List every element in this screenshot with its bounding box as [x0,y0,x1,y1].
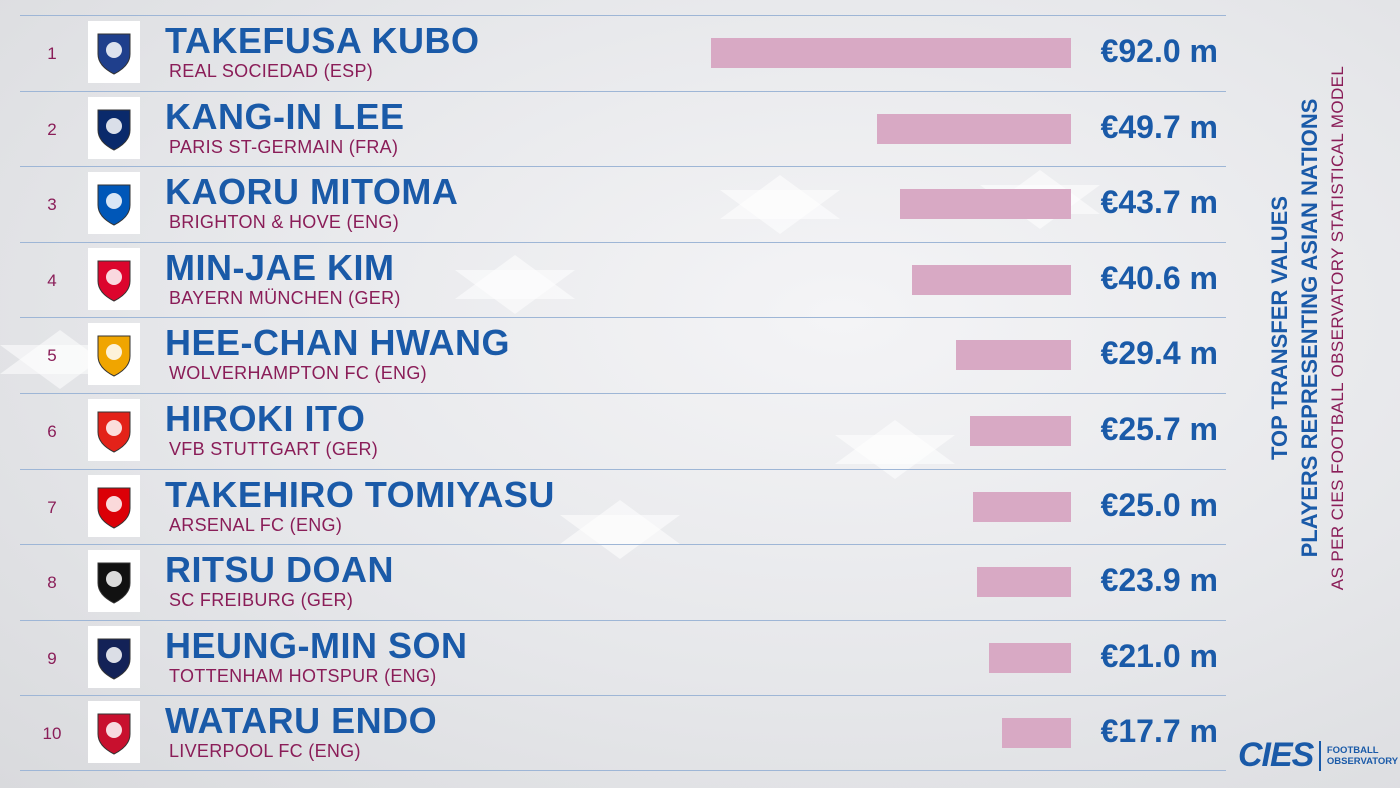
background-star-decoration [720,175,840,234]
transfer-value-label: €43.7 m [1100,184,1218,221]
rank-number: 6 [47,421,57,441]
table-row: 1 TAKEFUSA KUBO REAL SOCIEDAD (ESP) €92.0 m [20,15,1226,91]
title-line-1: TOP TRANSFER VALUES [1267,195,1292,461]
rank-number: 7 [47,497,57,517]
table-row: 6 HIROKI ITO VFB STUTTGART (GER) €25.7 m [20,392,1226,469]
tottenham-crest-icon [88,625,140,688]
transfer-value-label: €23.9 m [1100,562,1218,599]
transfer-value-label: €25.0 m [1100,486,1218,523]
club-name: BRIGHTON & HOVE (ENG) [169,212,399,233]
real-sociedad-crest-icon [88,21,140,83]
value-bar [973,491,1071,522]
club-name: SC FREIBURG (GER) [169,590,354,611]
value-bar [970,415,1071,446]
transfer-value-label: €29.4 m [1100,335,1218,372]
brand-line-2: OBSERVATORY [1326,755,1399,767]
table-row: 10 WATARU ENDO LIVERPOOL FC (ENG) €17.7 m [20,695,1226,771]
rank-number: 2 [47,119,57,139]
background-star-decoration [835,420,955,479]
player-name: TAKEHIRO TOMIYASU [165,473,555,515]
transfer-value-label: €25.7 m [1100,410,1218,447]
player-name: RITSU DOAN [165,549,394,591]
rank-number: 3 [47,195,57,215]
transfer-value-label: €17.7 m [1100,713,1218,750]
table-row: 5 HEE-CHAN HWANG WOLVERHAMPTON FC (ENG) €29… [20,317,1226,393]
rank-number: 4 [47,270,57,290]
player-name: HEE-CHAN HWANG [165,322,510,364]
subtitle: AS PER CIES FOOTBALL OBSERVATORY STATIST… [1328,65,1347,591]
freiburg-crest-icon [88,550,140,613]
rank-number: 5 [47,346,57,366]
value-bar [1001,718,1071,749]
player-name: HIROKI ITO [165,397,366,439]
brand-name: CIES [1238,736,1314,774]
brand-divider [1319,740,1321,771]
rank-number: 9 [47,648,57,668]
transfer-value-label: €21.0 m [1100,637,1218,674]
club-name: LIVERPOOL FC (ENG) [169,741,361,762]
value-bar [900,189,1071,220]
background-star-decoration [560,500,680,559]
brand-tagline: FOOTBALL OBSERVATORY [1327,745,1398,767]
liverpool-crest-icon [88,701,140,764]
player-name: TAKEFUSA KUBO [165,20,480,61]
table-row: 9 HEUNG-MIN SON TOTTENHAM HOTSPUR (ENG) €21… [20,619,1226,696]
value-bar [711,38,1071,68]
club-name: BAYERN MÜNCHEN (GER) [169,287,401,308]
rank-number: 10 [42,724,62,744]
player-name: HEUNG-MIN SON [165,624,468,666]
bayern-crest-icon [88,247,140,310]
rank-number: 8 [47,573,57,593]
title-line-2: PLAYERS REPRESENTING ASIAN NATIONS [1297,98,1322,558]
ranking-table: 1 TAKEFUSA KUBO REAL SOCIEDAD (ESP) €92.0 m… [20,15,1226,771]
arsenal-crest-icon [88,474,140,537]
club-name: PARIS ST-GERMAIN (FRA) [169,136,399,157]
transfer-value-label: €92.0 m [1100,33,1218,69]
value-bar [876,113,1071,144]
cies-logo: CIES FOOTBALL OBSERVATORY [1238,736,1398,775]
value-bar [912,264,1071,295]
club-name: TOTTENHAM HOTSPUR (ENG) [169,665,437,686]
value-bar [977,567,1071,598]
rank-number: 1 [47,44,57,63]
club-name: ARSENAL FC (ENG) [169,514,343,535]
brand-line-1: FOOTBALL [1326,744,1379,756]
background-star-decoration [455,255,575,314]
transfer-value-label: €40.6 m [1100,259,1218,296]
club-name: WOLVERHAMPTON FC (ENG) [169,363,427,384]
psg-crest-icon [88,96,140,159]
wolves-crest-icon [88,323,140,386]
transfer-value-label: €49.7 m [1100,108,1218,145]
player-name: WATARU ENDO [165,700,438,742]
table-row: 7 TAKEHIRO TOMIYASU ARSENAL FC (ENG) €25.0 … [20,468,1226,545]
table-row: 8 RITSU DOAN SC FREIBURG (GER) €23.9 m [20,544,1226,620]
player-name: KANG-IN LEE [165,95,405,137]
club-name: VFB STUTTGART (GER) [169,438,379,459]
table-row: 2 KANG-IN LEE PARIS ST-GERMAIN (FRA) €49.7 … [20,90,1226,167]
brighton-crest-icon [88,172,140,235]
value-bar [955,340,1071,371]
side-title: TOP TRANSFER VALUES PLAYERS REPRESENTING… [1265,28,1385,628]
table-row: 4 MIN-JAE KIM BAYERN MÜNCHEN (GER) €40.6 m [20,241,1226,318]
value-bar [988,642,1071,673]
player-name: MIN-JAE KIM [165,246,395,288]
stuttgart-crest-icon [88,398,140,461]
club-name: REAL SOCIEDAD (ESP) [169,61,374,81]
player-name: KAORU MITOMA [165,171,459,213]
table-row: 3 KAORU MITOMA BRIGHTON & HOVE (ENG) €43.7 … [20,166,1226,242]
